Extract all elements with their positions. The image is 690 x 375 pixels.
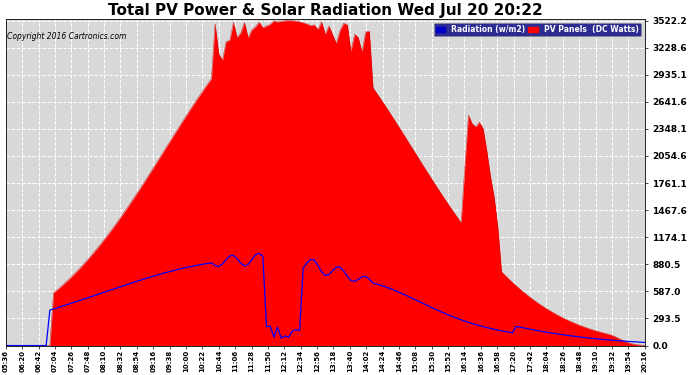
Text: Copyright 2016 Cartronics.com: Copyright 2016 Cartronics.com: [7, 32, 126, 41]
Legend: Radiation (w/m2), PV Panels  (DC Watts): Radiation (w/m2), PV Panels (DC Watts): [434, 23, 641, 36]
Title: Total PV Power & Solar Radiation Wed Jul 20 20:22: Total PV Power & Solar Radiation Wed Jul…: [108, 3, 542, 18]
